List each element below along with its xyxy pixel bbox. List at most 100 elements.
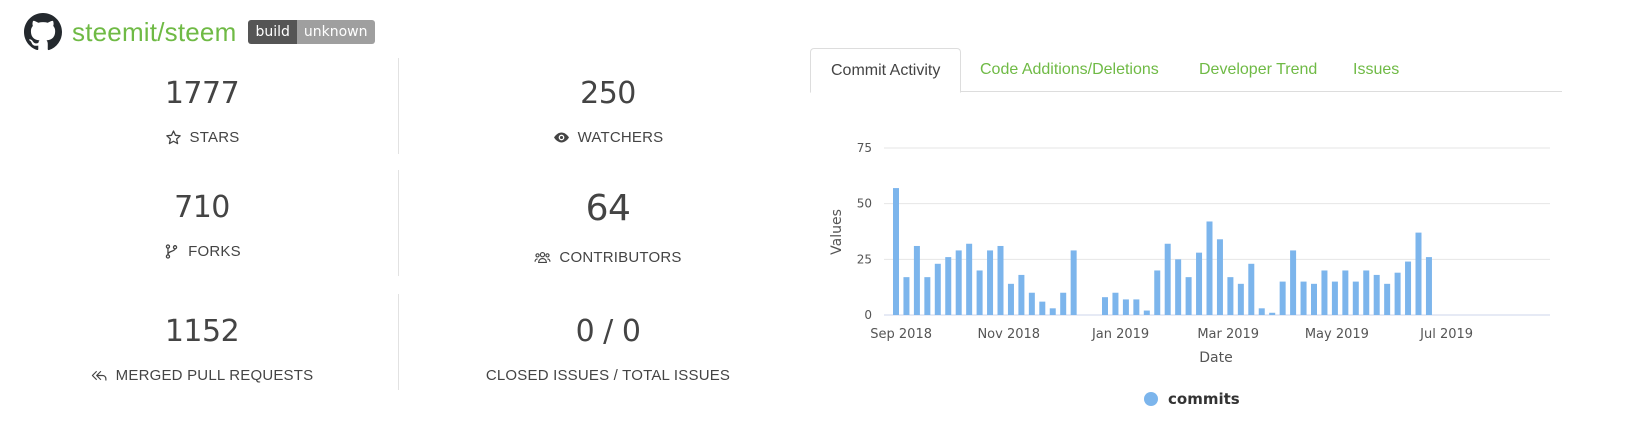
y-axis: 0 25 50 75 bbox=[857, 141, 872, 322]
chart-bar[interactable] bbox=[1279, 281, 1286, 315]
x-axis: Sep 2018 Nov 2018 Jan 2019 Mar 2019 May 2019… bbox=[870, 327, 1473, 342]
stat-label: STARS bbox=[189, 129, 240, 146]
chart-bar[interactable] bbox=[1415, 232, 1422, 315]
tab-developer-trend[interactable]: Developer Trend bbox=[1199, 61, 1318, 78]
tab-issues[interactable]: Issues bbox=[1353, 61, 1400, 78]
chart-bar[interactable] bbox=[1342, 270, 1349, 315]
stat-label: FORKS bbox=[188, 243, 241, 260]
chart-bar[interactable] bbox=[1112, 292, 1119, 315]
chart-bar[interactable] bbox=[1363, 270, 1370, 315]
chart-bar[interactable] bbox=[1384, 283, 1391, 315]
stat-label-row: MERGED PULL REQUESTS bbox=[0, 367, 412, 384]
chart-bar[interactable] bbox=[893, 188, 899, 315]
chart-bar[interactable] bbox=[1373, 274, 1380, 315]
chart-bar[interactable] bbox=[1237, 283, 1244, 315]
chart-bar[interactable] bbox=[1070, 250, 1077, 315]
tab-commit-activity[interactable]: Commit Activity bbox=[810, 48, 962, 93]
chart-bar[interactable] bbox=[1133, 299, 1140, 315]
chart-bar[interactable] bbox=[1039, 301, 1046, 315]
chart-bar[interactable] bbox=[1321, 270, 1328, 315]
chart-bar[interactable] bbox=[1405, 261, 1412, 315]
github-icon[interactable] bbox=[24, 13, 62, 51]
chart-bar[interactable] bbox=[1206, 221, 1213, 315]
stat-value: 250 bbox=[580, 76, 636, 111]
stat-contributors: 64 CONTRIBUTORS bbox=[398, 188, 818, 266]
stat-label: WATCHERS bbox=[577, 129, 664, 146]
stat-label-row: CONTRIBUTORS bbox=[398, 249, 818, 266]
x-tick-label: Mar 2019 bbox=[1197, 327, 1259, 342]
stat-label-row: WATCHERS bbox=[398, 129, 818, 146]
chart-bar[interactable] bbox=[1196, 252, 1203, 315]
chart-bar[interactable] bbox=[1175, 259, 1182, 315]
tab-code-additions-deletions[interactable]: Code Additions/Deletions bbox=[980, 61, 1159, 78]
chart-bar[interactable] bbox=[1028, 292, 1035, 315]
stat-label-row: CLOSED ISSUES / TOTAL ISSUES bbox=[398, 367, 818, 384]
stat-label-row: STARS bbox=[0, 129, 412, 146]
chart-bar[interactable] bbox=[1269, 312, 1276, 315]
chart-bar[interactable] bbox=[903, 277, 910, 315]
chart-bar[interactable] bbox=[1300, 281, 1307, 315]
chart-bar[interactable] bbox=[924, 277, 931, 315]
chart-bar[interactable] bbox=[1311, 283, 1317, 315]
chart-bar[interactable] bbox=[1331, 281, 1338, 315]
y-tick-label: 25 bbox=[857, 252, 872, 266]
x-axis-title: Date bbox=[1199, 350, 1232, 366]
chart-bar[interactable] bbox=[1143, 310, 1150, 315]
chart-bar[interactable] bbox=[1185, 277, 1192, 315]
x-tick-label: Jan 2019 bbox=[1091, 327, 1149, 342]
stat-issues: 0 / 0 CLOSED ISSUES / TOTAL ISSUES bbox=[398, 314, 818, 384]
chart-bar[interactable] bbox=[1425, 257, 1432, 315]
chart-bar[interactable] bbox=[1216, 239, 1223, 315]
merge-icon bbox=[91, 370, 107, 381]
chart-bar[interactable] bbox=[1018, 274, 1025, 315]
chart-bar[interactable] bbox=[997, 245, 1004, 315]
chart-bar[interactable] bbox=[1049, 308, 1056, 315]
chart-bar[interactable] bbox=[1290, 250, 1297, 315]
chart-bar[interactable] bbox=[1164, 243, 1171, 315]
chart-bar[interactable] bbox=[1227, 277, 1234, 315]
y-tick-label: 0 bbox=[864, 308, 872, 322]
x-tick-label: Nov 2018 bbox=[977, 327, 1040, 342]
stats-panel: 1777 STARS 250 WATCHERS 710 FORKS 64 CON… bbox=[0, 56, 840, 416]
chart-bar[interactable] bbox=[945, 257, 952, 315]
commit-activity-chart: 0 25 50 75 Sep 2018 Nov 2018 Jan 2019 Mar 2019… bbox=[829, 141, 1550, 366]
build-badge[interactable]: build unknown bbox=[248, 20, 375, 44]
stat-merged-prs: 1152 MERGED PULL REQUESTS bbox=[0, 314, 412, 384]
stat-forks: 710 FORKS bbox=[0, 190, 412, 260]
stat-value: 0 / 0 bbox=[575, 314, 641, 349]
badge-status: unknown bbox=[296, 20, 375, 44]
chart-bar[interactable] bbox=[1352, 281, 1359, 315]
chart-legend[interactable]: commits bbox=[1144, 390, 1240, 408]
chart-bar[interactable] bbox=[1102, 297, 1108, 315]
chart-bar[interactable] bbox=[1394, 272, 1401, 315]
repo-header: steemit/steem build unknown bbox=[24, 13, 375, 51]
chart-bar[interactable] bbox=[1122, 299, 1129, 315]
legend-swatch bbox=[1144, 392, 1158, 406]
chart-bar[interactable] bbox=[976, 270, 983, 315]
y-axis-title: Values bbox=[829, 209, 845, 255]
chart-bar[interactable] bbox=[955, 250, 962, 315]
chart-bar[interactable] bbox=[1154, 270, 1161, 315]
divider bbox=[398, 58, 399, 154]
stat-watchers: 250 WATCHERS bbox=[398, 76, 818, 146]
chart-bar[interactable] bbox=[1007, 283, 1014, 315]
x-tick-label: May 2019 bbox=[1305, 327, 1369, 342]
chart-bar[interactable] bbox=[1248, 263, 1255, 315]
divider bbox=[398, 294, 399, 390]
chart-bar[interactable] bbox=[987, 250, 994, 315]
x-tick-label: Jul 2019 bbox=[1419, 327, 1473, 342]
stat-label: MERGED PULL REQUESTS bbox=[115, 367, 314, 384]
repo-name-link[interactable]: steemit/steem bbox=[72, 16, 237, 47]
legend-label: commits bbox=[1168, 390, 1240, 408]
chart-bar[interactable] bbox=[966, 243, 973, 315]
chart-bar[interactable] bbox=[1258, 308, 1265, 315]
chart-bar[interactable] bbox=[934, 263, 941, 315]
x-tick-label: Sep 2018 bbox=[870, 327, 932, 342]
stat-value: 64 bbox=[585, 188, 631, 229]
stat-value: 1777 bbox=[164, 76, 240, 111]
bar-series bbox=[893, 188, 1432, 315]
y-tick-label: 50 bbox=[857, 197, 872, 211]
chart-bar[interactable] bbox=[1060, 292, 1067, 315]
chart-bar[interactable] bbox=[913, 245, 920, 315]
people-icon bbox=[534, 251, 551, 264]
